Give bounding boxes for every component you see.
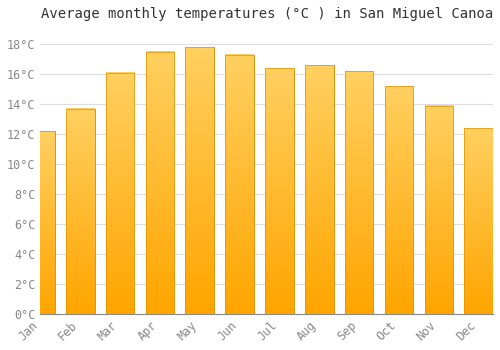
Bar bbox=[384, 86, 414, 314]
Bar bbox=[305, 65, 334, 314]
Bar bbox=[225, 55, 254, 314]
Bar bbox=[464, 128, 493, 314]
Bar bbox=[384, 86, 414, 314]
Bar bbox=[186, 47, 214, 314]
Bar bbox=[66, 108, 94, 314]
Bar bbox=[305, 65, 334, 314]
Bar bbox=[464, 128, 493, 314]
Bar bbox=[186, 47, 214, 314]
Bar bbox=[146, 51, 174, 314]
Bar bbox=[66, 108, 94, 314]
Bar bbox=[265, 68, 294, 314]
Bar bbox=[345, 71, 374, 314]
Bar bbox=[424, 105, 453, 314]
Bar bbox=[26, 131, 54, 314]
Bar bbox=[424, 105, 453, 314]
Bar bbox=[26, 131, 54, 314]
Title: Average monthly temperatures (°C ) in San Miguel Canoa: Average monthly temperatures (°C ) in Sa… bbox=[40, 7, 493, 21]
Bar bbox=[106, 72, 134, 314]
Bar bbox=[225, 55, 254, 314]
Bar bbox=[146, 51, 174, 314]
Bar bbox=[265, 68, 294, 314]
Bar bbox=[345, 71, 374, 314]
Bar bbox=[106, 72, 134, 314]
